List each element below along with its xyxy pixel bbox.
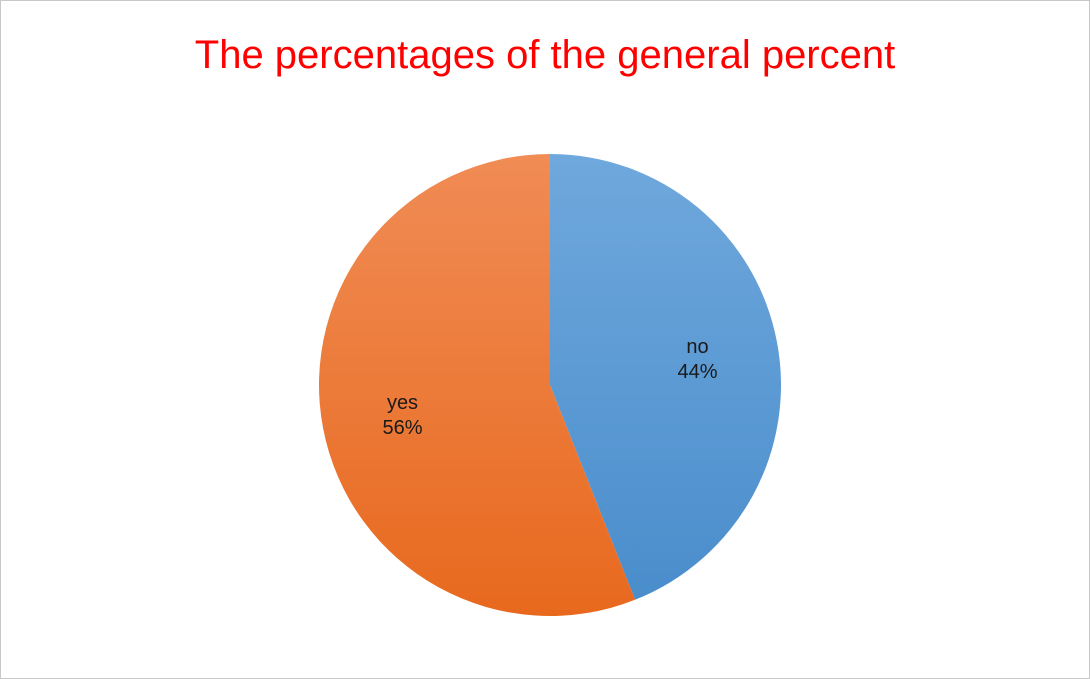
chart-title: The percentages of the general percent	[194, 33, 896, 77]
pie-slice-yes	[319, 153, 636, 616]
slice-label-yes: yes	[387, 392, 418, 414]
slice-label-no: no	[686, 336, 708, 358]
slice-percent-no: 44%	[677, 361, 717, 383]
pie-slice-no	[550, 154, 782, 600]
slice-percent-yes: 56%	[382, 417, 422, 439]
